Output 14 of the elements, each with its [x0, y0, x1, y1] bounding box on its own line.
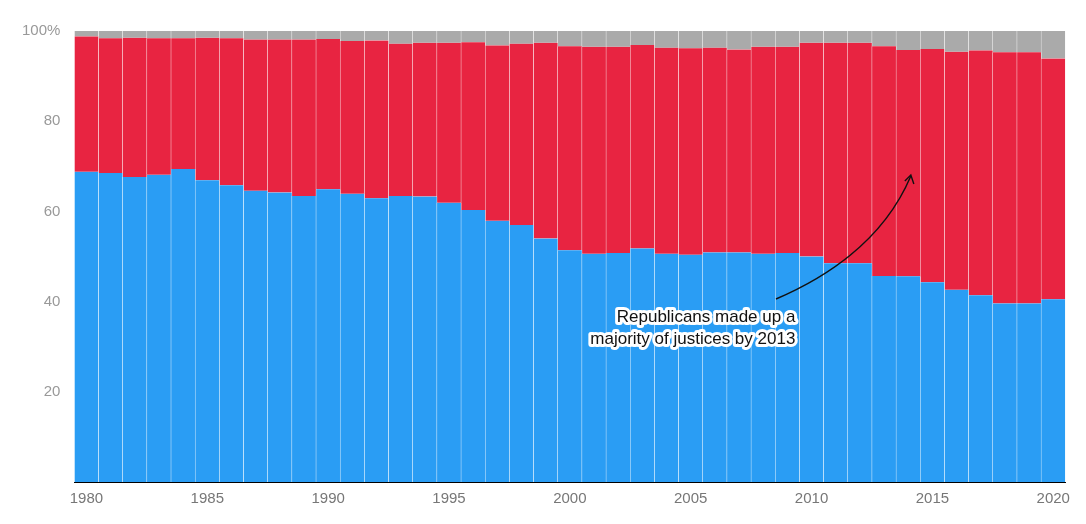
x-tick-label: 2010 — [794, 489, 829, 507]
x-tick-label: 2020 — [1036, 489, 1070, 507]
y-tick-label: 100% — [21, 21, 61, 39]
y-tick-label: 80 — [43, 111, 61, 129]
x-tick-label: 2000 — [553, 489, 587, 507]
x-tick-label: 1995 — [432, 489, 466, 507]
x-tick-label: 2015 — [915, 489, 950, 507]
y-tick-label: 60 — [43, 201, 61, 219]
x-tick-label: 1980 — [69, 489, 104, 507]
y-tick-label: 40 — [43, 291, 61, 309]
x-tick-label: 1990 — [311, 489, 345, 507]
y-tick-label: 20 — [43, 381, 61, 399]
x-tick-label: 1985 — [190, 489, 224, 507]
x-tick-label: 2005 — [674, 489, 708, 507]
